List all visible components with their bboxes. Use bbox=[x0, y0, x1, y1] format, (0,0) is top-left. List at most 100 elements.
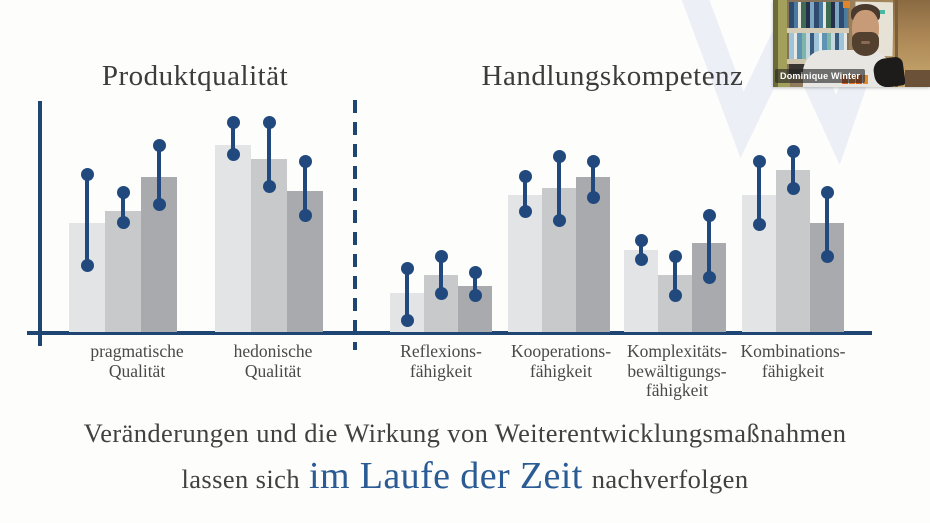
range-marker-line bbox=[557, 156, 561, 221]
range-marker-line bbox=[825, 192, 829, 257]
bookshelf-row-top bbox=[789, 2, 847, 28]
range-marker-dot bbox=[262, 115, 276, 129]
speaker-mouth bbox=[861, 41, 870, 44]
range-marker-dot bbox=[80, 168, 94, 182]
bar bbox=[508, 195, 542, 332]
range-marker-dot bbox=[434, 250, 448, 264]
range-marker-line bbox=[757, 161, 761, 225]
range-marker-line bbox=[639, 240, 643, 260]
category-label-line: fähigkeit bbox=[409, 360, 473, 381]
range-marker-line bbox=[673, 256, 677, 296]
range-marker-dot bbox=[552, 149, 566, 163]
category-label-line: pragmatische bbox=[90, 341, 184, 361]
range-marker-dot bbox=[552, 213, 566, 227]
category-label-line: Kooperations- bbox=[510, 341, 612, 361]
range-marker-dot bbox=[518, 170, 532, 184]
bar bbox=[215, 145, 251, 332]
range-marker-line bbox=[85, 174, 89, 266]
range-marker-dot bbox=[820, 250, 834, 264]
bar bbox=[776, 170, 810, 332]
range-marker-dot bbox=[586, 190, 600, 204]
range-marker-dot bbox=[434, 286, 448, 300]
range-marker-dot bbox=[634, 252, 648, 266]
takeaway-line-2: lassen sich im Laufe der Zeit nachverfolge… bbox=[0, 453, 930, 502]
category-label-line: fähigkeit bbox=[529, 360, 593, 381]
category-label-line: Reflexions- bbox=[400, 341, 482, 361]
webcam-wall-edge bbox=[773, 0, 778, 87]
range-marker-dot bbox=[752, 218, 766, 232]
range-marker-dot bbox=[668, 289, 682, 303]
range-marker-dot bbox=[262, 179, 276, 193]
range-marker-dot bbox=[518, 204, 532, 218]
door-frame bbox=[895, 0, 898, 87]
category-label-line: Qualität bbox=[108, 360, 166, 381]
category-label-line: Komplexitäts- bbox=[626, 341, 728, 361]
range-marker-dot bbox=[786, 145, 800, 159]
speaker-beard bbox=[852, 32, 879, 56]
category-label-line: Qualität bbox=[244, 360, 302, 381]
category-label: pragmatische Qualität bbox=[47, 341, 227, 381]
takeaway-line-2-suffix: nachverfolgen bbox=[591, 464, 749, 494]
category-label: hedonische Qualität bbox=[183, 341, 363, 381]
range-marker-dot bbox=[668, 250, 682, 264]
takeaway-line-1: Veränderungen und die Wirkung von Weiter… bbox=[83, 418, 847, 448]
range-marker-dot bbox=[116, 216, 130, 230]
range-marker-line bbox=[591, 161, 595, 198]
participant-name-label: Dominique Winter bbox=[775, 69, 866, 83]
range-marker-dot bbox=[80, 259, 94, 273]
range-marker-line bbox=[267, 122, 271, 187]
category-label: Reflexions-fähigkeit bbox=[351, 341, 531, 381]
range-marker-dot bbox=[400, 314, 414, 328]
range-marker-dot bbox=[702, 209, 716, 223]
range-marker-dot bbox=[786, 181, 800, 195]
bookshelf-board bbox=[787, 28, 849, 33]
bar bbox=[105, 211, 141, 332]
category-label: Kooperations-fähigkeit bbox=[471, 341, 651, 381]
range-marker-line bbox=[473, 272, 477, 296]
range-marker-dot bbox=[400, 261, 414, 275]
sticky-note bbox=[843, 1, 850, 8]
takeaway-highlight: im Laufe der Zeit bbox=[308, 455, 583, 497]
range-marker-dot bbox=[468, 289, 482, 303]
chart-title-handlungskompetenz: Handlungskompetenz bbox=[481, 60, 744, 92]
range-marker-line bbox=[405, 268, 409, 321]
range-marker-line bbox=[523, 176, 527, 212]
hoodie-print bbox=[863, 75, 868, 84]
chart-title-produktqualitaet: Produktqualität bbox=[101, 60, 289, 92]
takeaway-line-2-prefix: lassen sich bbox=[181, 464, 300, 494]
category-label-line: hedonische bbox=[233, 341, 313, 361]
range-marker-dot bbox=[226, 147, 240, 161]
range-marker-dot bbox=[226, 115, 240, 129]
range-marker-line bbox=[439, 256, 443, 294]
microphone bbox=[872, 56, 906, 87]
dashed-divider bbox=[353, 100, 357, 350]
range-marker-dot bbox=[116, 186, 130, 200]
range-marker-line bbox=[303, 161, 307, 216]
webcam-video-tile[interactable]: Dominique Winter bbox=[773, 0, 930, 87]
takeaway-text: Veränderungen und die Wirkung von Weiter… bbox=[0, 418, 930, 502]
range-marker-line bbox=[791, 151, 795, 189]
range-marker-dot bbox=[586, 154, 600, 168]
category-label-line: bewältigungs- bbox=[627, 360, 727, 381]
range-marker-dot bbox=[702, 270, 716, 284]
range-marker-line bbox=[231, 122, 235, 155]
range-marker-dot bbox=[468, 266, 482, 280]
range-marker-dot bbox=[298, 154, 312, 168]
y-axis bbox=[38, 101, 42, 346]
range-marker-dot bbox=[152, 197, 166, 211]
range-marker-line bbox=[707, 215, 711, 278]
webcam-shadow-corner bbox=[905, 70, 930, 87]
range-marker-dot bbox=[752, 154, 766, 168]
x-axis bbox=[27, 331, 872, 335]
range-marker-line bbox=[121, 192, 125, 223]
category-label: Kombinations-fähigkeit bbox=[703, 341, 883, 381]
category-label-line: fähigkeit bbox=[761, 360, 825, 381]
range-marker-dot bbox=[298, 209, 312, 223]
category-label-line: Kombinations- bbox=[740, 341, 846, 361]
category-label-line: fähigkeit bbox=[645, 380, 709, 400]
range-marker-dot bbox=[152, 138, 166, 152]
category-label: Komplexitäts-bewältigungs-fähigkeit bbox=[587, 341, 767, 401]
range-marker-dot bbox=[820, 186, 834, 200]
